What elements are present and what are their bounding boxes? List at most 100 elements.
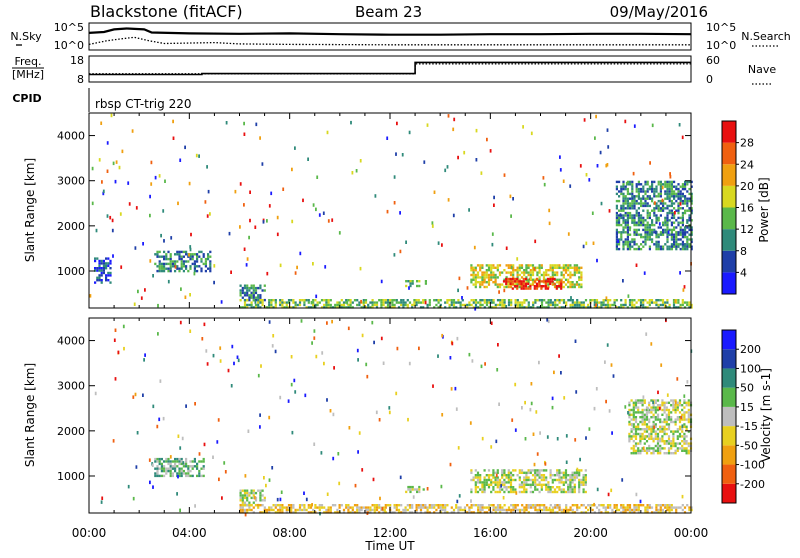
velocity-speckle [311,341,313,345]
velocity-cell [675,511,678,514]
velocity-cell [514,478,517,482]
power-speckle [654,201,656,205]
power-cell [156,250,159,254]
velocity-cell [250,491,253,495]
velocity-cell [452,508,456,512]
power-cell [163,255,166,258]
power-cell [644,197,647,200]
velocity-speckle [456,499,459,504]
power-cell [510,299,513,302]
power-cell [686,301,689,304]
velocity-cell [301,508,304,512]
power-cell [320,306,324,309]
power-cell [631,221,634,224]
power-speckle [532,266,534,270]
velocity-cell [562,508,566,512]
power-speckle [533,267,536,271]
velocity-speckle [260,364,262,368]
velocity-speckle [366,374,369,379]
power-cell [163,262,166,266]
power-cell [105,274,108,277]
power-cell [633,204,636,208]
power-cell [664,303,667,307]
power-cell [644,199,647,203]
power-cell [673,235,676,239]
velocity-speckle [497,343,499,347]
velocity-speckle [524,400,526,405]
velocity-speckle [395,391,398,396]
power-cell [538,271,541,274]
velocity-cell [158,462,161,466]
power-cell [535,285,539,288]
power-speckle [294,146,296,150]
power-speckle [606,128,609,132]
velocity-cell [165,457,168,461]
power-cell [180,255,183,258]
power-speckle [149,194,151,199]
velocity-cell [652,437,655,440]
velocity-cell [287,504,291,507]
power-cell [670,209,673,212]
velocity-cell [165,472,168,475]
power-cell [193,265,196,268]
power-cell [209,267,212,270]
power-cell [646,235,649,239]
velocity-cell [496,506,500,509]
power-speckle [447,114,450,118]
velocity-speckle [607,492,610,497]
power-cell [633,207,636,210]
power-cell [560,287,563,290]
power-cell [677,245,680,248]
velocity-cell [569,490,572,494]
velocity-cell [527,476,530,479]
velocity-cell [375,508,379,512]
power-cell [185,260,188,263]
velocity-cell [270,506,273,509]
power-cell [549,301,552,304]
power-cell [690,247,693,251]
velocity-cell [512,474,515,477]
velocity-cell [477,511,480,514]
power-cell [169,253,172,256]
velocity-cell [369,511,372,514]
velocity-cell [503,483,506,486]
velocity-cell [668,506,671,509]
power-cell [248,296,251,299]
velocity-cell [525,508,528,512]
power-colorbar-swatch [722,207,736,230]
power-cell [189,265,192,268]
velocity-cell [558,469,561,472]
power-cell [281,303,284,307]
velocity-cell [187,472,190,475]
velocity-cell [439,506,442,509]
power-cell [644,180,647,184]
velocity-cell [578,486,581,489]
velocity-cell [512,504,515,507]
power-cell [457,301,460,304]
power-cell [417,301,420,304]
power-cell [648,226,651,229]
power-cell [531,269,535,272]
power-cell [439,306,442,309]
power-cell [507,271,510,274]
velocity-cell [683,411,686,414]
velocity-cell [329,506,332,509]
velocity-speckle [380,336,383,341]
velocity-cell [474,481,477,484]
velocity-speckle [658,406,661,411]
power-cell [470,303,473,307]
power-cell [615,207,618,210]
power-cell [672,303,676,307]
power-cell [98,279,101,282]
power-cell [487,278,491,281]
power-cell [633,219,636,222]
velocity-cell [496,481,499,484]
power-cell [358,301,361,304]
velocity-cell [633,508,636,512]
power-cell [648,235,651,239]
power-cell [542,280,545,283]
power-cell [648,204,651,208]
velocity-cell [479,478,482,482]
power-cell [272,299,275,302]
power-cell [485,273,488,277]
